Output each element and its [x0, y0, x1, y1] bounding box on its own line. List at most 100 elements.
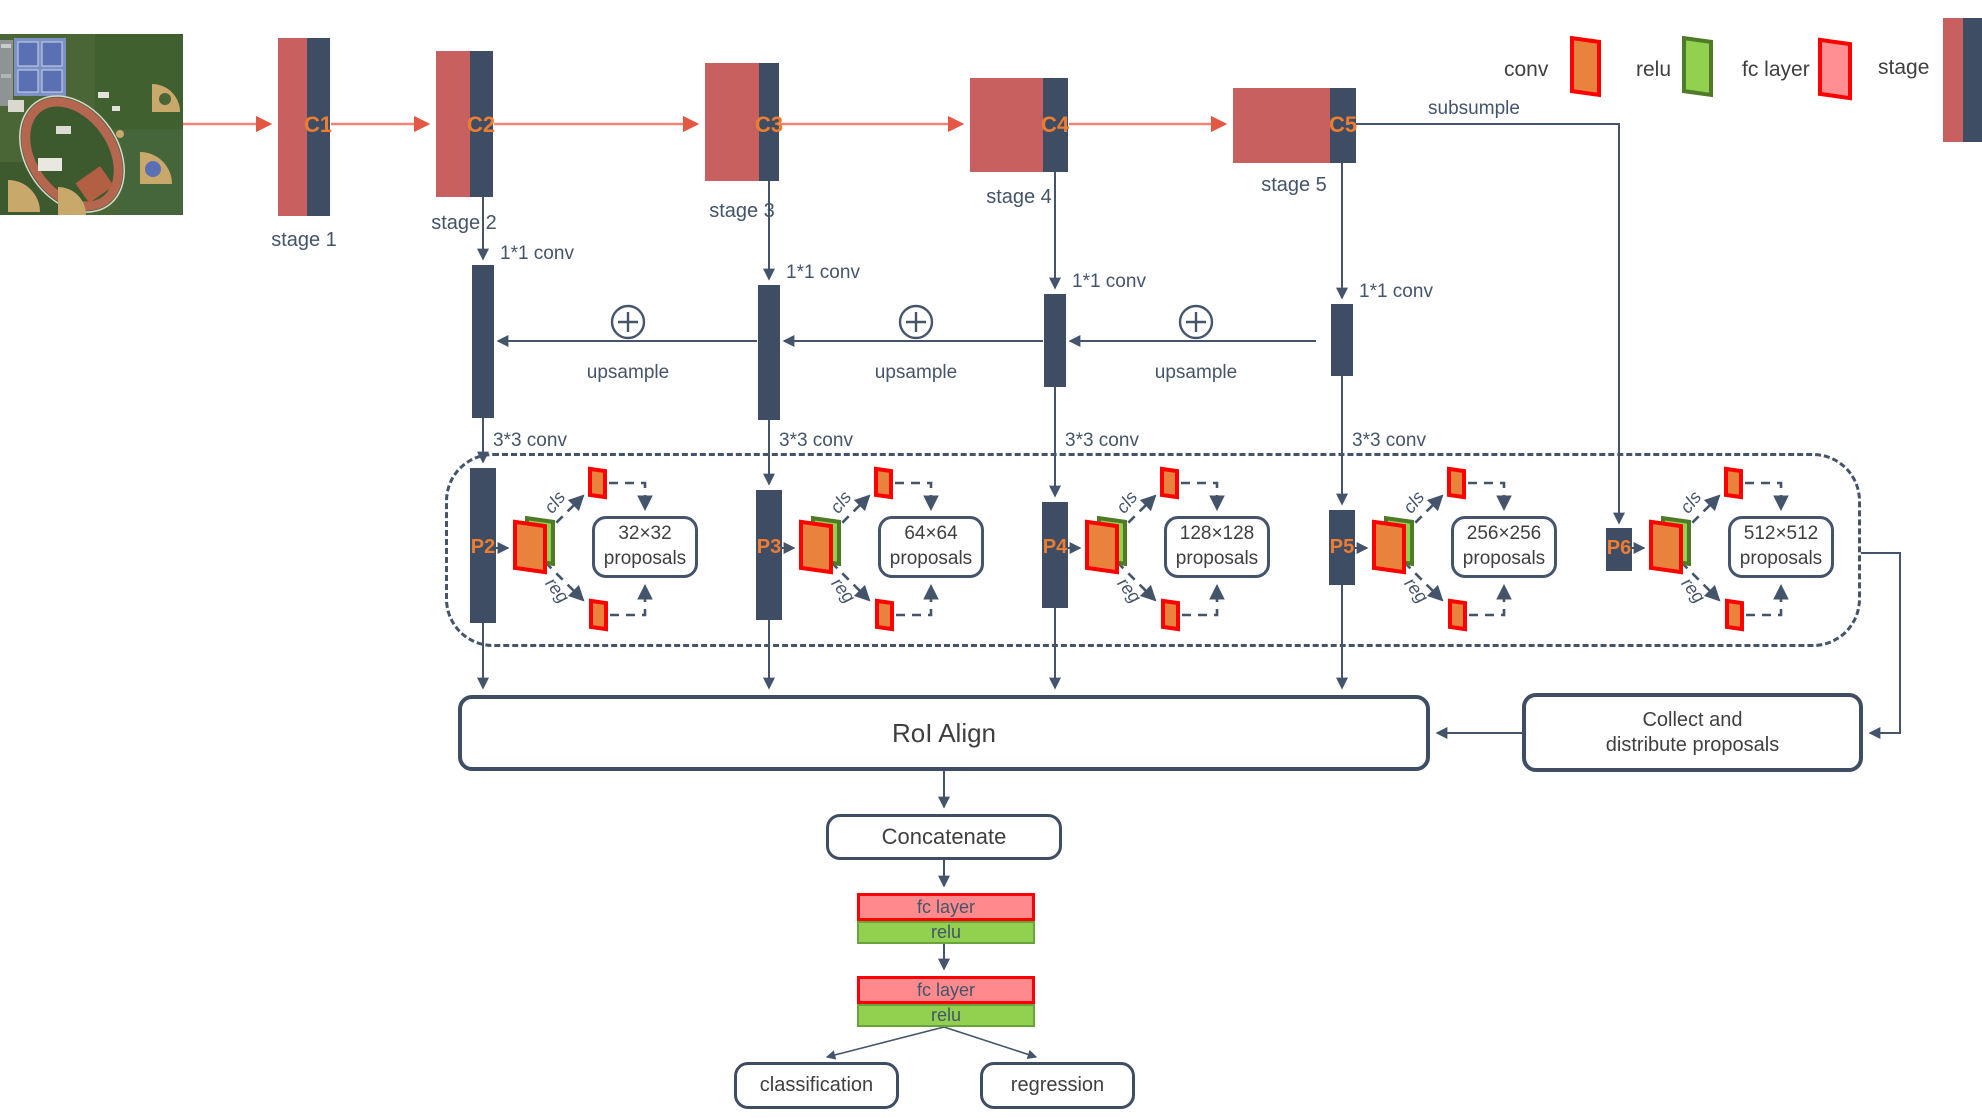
stage5-block-red: [1233, 88, 1330, 163]
proposal-size: 64×64: [904, 523, 958, 545]
conv-icon: [513, 519, 547, 575]
fc-layer-box-1: fc layer: [857, 893, 1035, 921]
stage4-block-dark: [1043, 78, 1068, 172]
p4-label: P4: [1042, 536, 1068, 558]
legend-stage-icon-red: [1943, 18, 1963, 142]
flow-lines: [938, 552, 1901, 971]
p5-feature-bar: [1329, 510, 1355, 585]
rpn-dashed-region: [445, 453, 1861, 647]
proposal-word: proposals: [1175, 548, 1259, 569]
cls-conv-icon: [1724, 466, 1743, 500]
conv3x3-label-p2: 3*3 conv: [493, 430, 567, 451]
c4-label: C4: [1040, 112, 1070, 137]
proposal-size: 512×512: [1743, 523, 1819, 545]
p3-label: P3: [756, 536, 782, 558]
conv1x1-bar-p4: [1044, 294, 1066, 387]
proposals-box-32: 32×32 proposals: [592, 516, 698, 578]
cls-conv-icon: [588, 466, 607, 500]
c2-label: C2: [466, 112, 496, 137]
stage4-block-red: [970, 78, 1043, 172]
conv3x3-label-p5: 3*3 conv: [1352, 430, 1426, 451]
proposal-size: 256×256: [1466, 523, 1542, 545]
legend-stage-label: stage: [1878, 56, 1930, 79]
concatenate-box: Concatenate: [826, 814, 1062, 860]
proposal-size: 128×128: [1179, 523, 1255, 545]
proposals-box-256: 256×256 proposals: [1451, 516, 1557, 578]
conv-icon: [1649, 519, 1683, 575]
c1-label: C1: [303, 112, 333, 137]
cls-conv-icon: [1160, 466, 1179, 500]
regression-label: regression: [1010, 1074, 1105, 1096]
column-lines: [477, 163, 1348, 690]
stage2-label: stage 2: [431, 212, 497, 234]
proposal-word: proposals: [1739, 548, 1823, 569]
regression-box: regression: [980, 1062, 1135, 1109]
conv1x1-bar-p3: [758, 285, 780, 420]
conv1x1-bar-p2: [472, 265, 494, 418]
p6-feature-bar: [1606, 528, 1632, 571]
stage1-block-red: [278, 38, 307, 216]
p3-feature-bar: [756, 490, 782, 620]
proposal-word: proposals: [603, 548, 687, 569]
conv-icon: [1372, 519, 1406, 575]
proposal-word: proposals: [1462, 548, 1546, 569]
conv1x1-bar-p5: [1331, 304, 1353, 376]
legend-fc-label: fc layer: [1742, 58, 1810, 81]
stage3-block-red: [705, 63, 759, 181]
legend-fc-icon: [1818, 37, 1852, 101]
upsample-label-1: upsample: [586, 362, 670, 383]
reg-conv-icon: [589, 598, 608, 632]
conv1x1-label-p5: 1*1 conv: [1359, 281, 1433, 302]
proposals-box-64: 64×64 proposals: [878, 516, 984, 578]
concatenate-label: Concatenate: [881, 824, 1007, 849]
p2-label: P2: [470, 536, 496, 558]
stage5-block-dark: [1330, 88, 1356, 163]
conv3x3-label-p3: 3*3 conv: [779, 430, 853, 451]
c5-label: C5: [1328, 112, 1358, 137]
conv3x3-label-p4: 3*3 conv: [1065, 430, 1139, 451]
p6-label: P6: [1606, 537, 1632, 559]
stage3-label: stage 3: [709, 200, 775, 222]
relu-box-1: relu: [857, 921, 1035, 944]
c3-label: C3: [754, 112, 784, 137]
stage1-label: stage 1: [271, 229, 337, 251]
classification-box: classification: [734, 1062, 899, 1109]
cls-conv-icon: [874, 466, 893, 500]
split-lines: [825, 1026, 1038, 1060]
legend-conv-icon: [1570, 35, 1601, 98]
input-satellite-image: [0, 34, 183, 215]
proposal-size: 32×32: [618, 523, 672, 545]
upsample-label-2: upsample: [874, 362, 958, 383]
roi-align-box: RoI Align: [458, 695, 1430, 771]
proposal-word: proposals: [889, 548, 973, 569]
relu-box-2: relu: [857, 1004, 1035, 1027]
p2-feature-bar: [470, 468, 496, 623]
stage5-label: stage 5: [1261, 174, 1327, 196]
conv1x1-label-p4: 1*1 conv: [1072, 271, 1146, 292]
legend-relu-label: relu: [1636, 58, 1672, 81]
stage3-block-dark: [759, 63, 779, 181]
upsample-label-3: upsample: [1154, 362, 1238, 383]
legend-relu-icon: [1682, 35, 1713, 98]
classification-label: classification: [759, 1074, 874, 1096]
collect-line1: Collect and: [1642, 708, 1743, 731]
reg-conv-icon: [1161, 598, 1180, 632]
subsample-label: subsumple: [1428, 98, 1520, 119]
p4-feature-bar: [1042, 502, 1068, 608]
fc-layer-box-2: fc layer: [857, 976, 1035, 1004]
collect-distribute-box: Collect and distribute proposals: [1522, 693, 1863, 772]
legend-stage-icon-dark: [1963, 18, 1982, 142]
collect-line2: distribute proposals: [1605, 733, 1780, 756]
conv-icon: [1085, 519, 1119, 575]
proposals-box-128: 128×128 proposals: [1164, 516, 1270, 578]
proposals-box-512: 512×512 proposals: [1728, 516, 1834, 578]
conv1x1-label-p3: 1*1 conv: [786, 262, 860, 283]
stage2-block-red: [436, 51, 470, 197]
stage2-block-dark: [470, 51, 493, 197]
conv-icon: [799, 519, 833, 575]
legend-conv-label: conv: [1504, 58, 1549, 81]
reg-conv-icon: [1448, 598, 1467, 632]
stage1-block-dark: [307, 38, 330, 216]
